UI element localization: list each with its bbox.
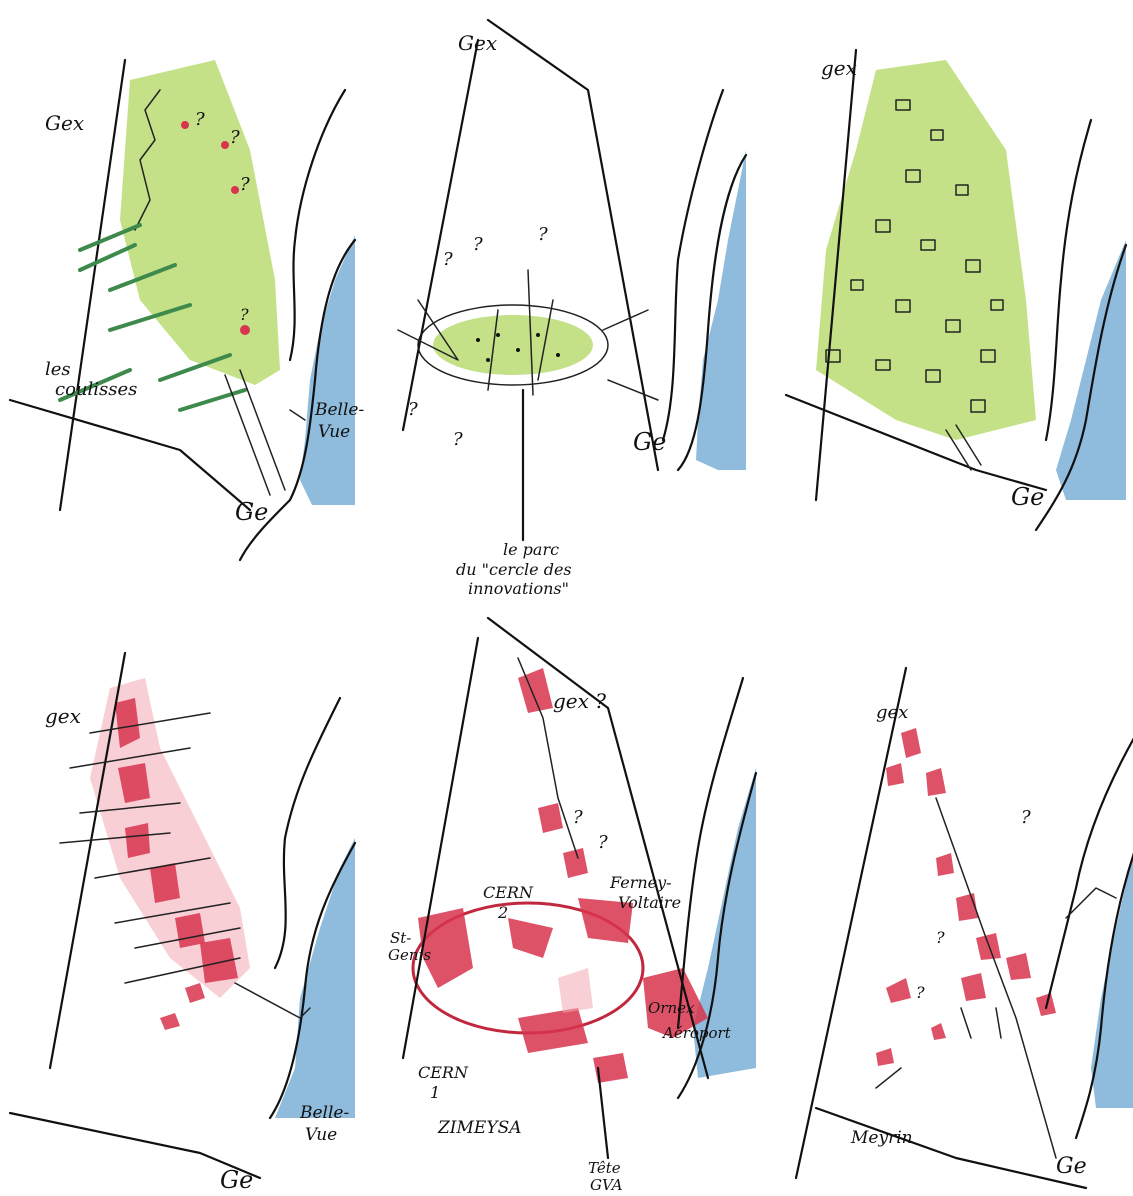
label-ge: Ge (235, 498, 268, 526)
label-ge: Ge (1011, 483, 1044, 511)
label-gex: Gex (45, 111, 84, 135)
label-bellevue-2: Vue (305, 1125, 337, 1145)
label-stgenis-1: St- (390, 929, 411, 947)
label-stgenis-2: Genis (388, 946, 431, 964)
sketch-panel-parc: Gex ? ? ? ? ? Ge le parc du "cercle des … (378, 0, 756, 598)
label-coulisses-2: coulisses (55, 379, 137, 400)
sketch-panel-coulisses: Gex ? ? ? ? les coulisses Belle- Vue Ge (0, 0, 378, 598)
label-zimeysa: ZIMEYSA (437, 1118, 522, 1138)
label-cern2-num: 2 (497, 903, 508, 922)
label-ge: Ge (220, 1166, 253, 1194)
label-cern2: CERN (483, 883, 534, 902)
label-aeroport: Aéroport (661, 1024, 732, 1042)
question-mark: ? (453, 429, 463, 450)
label-cern1: CERN (418, 1063, 469, 1082)
label-cern1-num: 1 (430, 1083, 440, 1102)
label-ferney-2: Voltaire (618, 893, 681, 912)
question-mark: ? (408, 399, 418, 420)
label-gex: Gex (458, 31, 497, 55)
sketch-panel-pearl-string: gex Belle- Vue Ge (0, 598, 378, 1196)
label-ge: Ge (1056, 1154, 1087, 1179)
label-parc-1: le parc (503, 540, 559, 559)
label-ge: Ge (633, 428, 666, 456)
question-mark: ? (195, 109, 205, 130)
sketch-panel-cercle: gex ? ? ? CERN 2 Ferney- Voltaire St- Ge… (378, 598, 758, 1196)
question-mark: ? (936, 928, 945, 947)
label-gex: gex (45, 704, 81, 728)
label-bellevue-2: Vue (318, 422, 350, 442)
question-mark: ? (473, 234, 483, 255)
question-mark: ? (240, 174, 250, 195)
question-mark: ? (230, 127, 240, 148)
label-ornex: Ornex (648, 999, 695, 1017)
label-tete-gva-2: GVA (590, 1176, 623, 1194)
label-ferney-1: Ferney- (609, 873, 672, 892)
label-gex: gex (821, 56, 857, 80)
label-parc-2: du "cercle des (456, 560, 572, 579)
question-mark: ? (598, 832, 608, 853)
sketch-panel-urban-fabric: gex Ge (756, 0, 1133, 598)
label-bellevue-1: Belle- (299, 1103, 349, 1123)
question-mark: ? (538, 224, 548, 245)
question-mark: ? (240, 305, 249, 324)
question-mark: ? (573, 807, 583, 828)
question-mark: ? (443, 249, 453, 270)
label-tete-gva-1: Tête (588, 1159, 621, 1177)
question-mark: ? (1021, 807, 1031, 828)
label-parc-3: innovations" (468, 579, 569, 598)
label-meyrin: Meyrin (850, 1128, 913, 1148)
label-bellevue-1: Belle- (314, 400, 364, 420)
label-coulisses-1: les (45, 359, 71, 380)
sketch-panel-poles: gex ? ? ? Meyrin Ge (756, 598, 1133, 1196)
question-mark: ? (916, 983, 925, 1002)
label-gex-q: gex ? (553, 689, 606, 713)
label-gex: gex (876, 702, 908, 723)
